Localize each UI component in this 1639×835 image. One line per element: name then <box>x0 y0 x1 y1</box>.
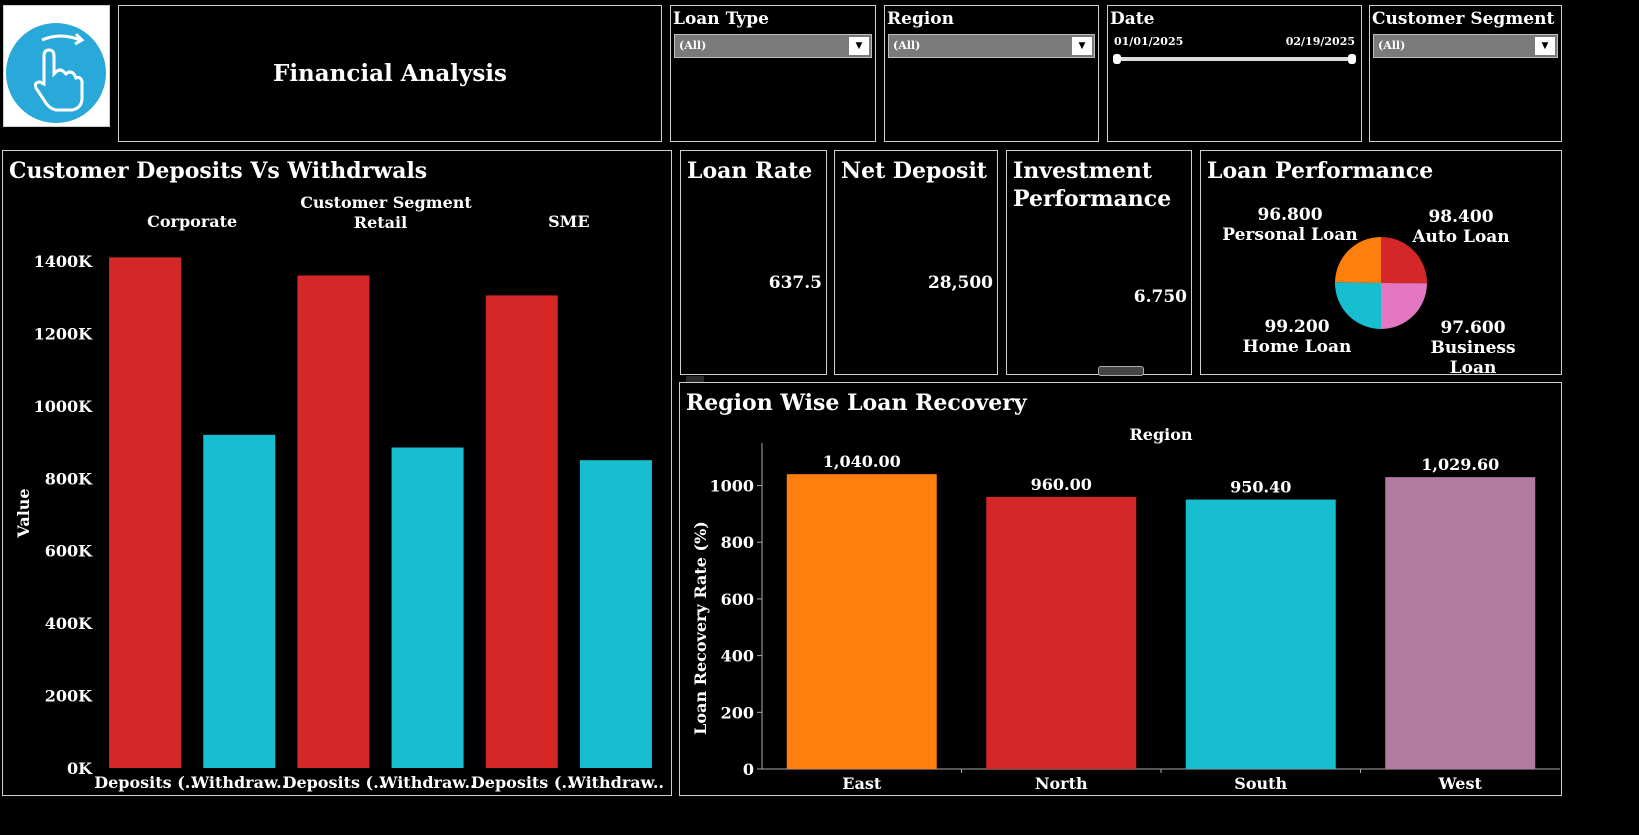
bar-5 <box>579 460 652 768</box>
y-tick-label: 0K <box>67 759 93 778</box>
filter-region: Region (All) ▼ <box>884 5 1099 142</box>
y-tick-label: 1400K <box>34 252 94 271</box>
filter-customer-segment: Customer Segment (All) ▼ <box>1369 5 1562 142</box>
filter-loan-type: Loan Type (All) ▼ <box>670 5 876 142</box>
deposits-withdrawals-panel: Customer Deposits Vs Withdrwals Customer… <box>2 150 672 796</box>
kpi-loan-rate: Loan Rate 637.5 <box>680 150 827 375</box>
loan-performance-panel: Loan Performance 96.800 Personal Loan 98.… <box>1200 150 1562 378</box>
page-title: Financial Analysis <box>272 60 507 87</box>
region-recovery-chart: Region Loan Recovery Rate (%) 0 200 400 600… <box>691 425 1560 793</box>
pie-label-auto-loan: 98.400 Auto Loan <box>1412 207 1510 247</box>
dropdown-value: (All) <box>679 39 707 52</box>
kpi-value: 637.5 <box>768 273 822 293</box>
x-tick-label: North <box>1035 774 1088 793</box>
region-header: Region <box>1129 425 1192 444</box>
touch-swipe-hand-icon <box>6 23 106 123</box>
chevron-down-icon[interactable]: ▼ <box>1535 37 1555 55</box>
deposits-chart: Customer Segment Value 0K 200K 400K 600K 800… <box>14 193 664 792</box>
title-panel: Financial Analysis <box>118 5 662 142</box>
date-end: 02/19/2025 <box>1285 35 1355 48</box>
filter-date: Date 01/01/2025 02/19/2025 <box>1107 5 1362 142</box>
logo-panel <box>3 5 110 127</box>
loan-type-dropdown[interactable]: (All) ▼ <box>674 34 872 58</box>
y-tick-label: 1000 <box>709 477 754 496</box>
customer-segment-dropdown[interactable]: (All) ▼ <box>1373 34 1558 58</box>
y-tick-label: 400K <box>45 614 93 633</box>
pie-label-home-loan: 99.200 Home Loan <box>1242 317 1352 357</box>
x-tick-label: East <box>842 774 882 793</box>
dropdown-value: (All) <box>893 39 921 52</box>
pie-slice-auto-loan <box>1381 237 1427 284</box>
date-start: 01/01/2025 <box>1114 35 1184 48</box>
segment-label: Retail <box>354 213 407 232</box>
dropdown-value: (All) <box>1378 39 1406 52</box>
kpi-value: 28,500 <box>927 273 993 293</box>
filter-label: Region <box>887 9 954 29</box>
date-slider-handle-end[interactable] <box>1348 54 1356 64</box>
filter-label: Loan Type <box>673 9 769 29</box>
y-tick-label: 600K <box>45 542 93 561</box>
date-slider-handle-start[interactable] <box>1113 54 1121 64</box>
y-tick-label: 600 <box>721 590 754 609</box>
y-tick-label: 200K <box>45 687 93 706</box>
pie-slice-home-loan <box>1335 282 1381 329</box>
x-tick-label: Withdraw.. <box>379 773 476 792</box>
data-label: 1,040.00 <box>823 452 901 471</box>
bar-3 <box>391 447 464 768</box>
panel-title: Customer Deposits Vs Withdrwals <box>9 158 428 184</box>
y-tick-label: 800K <box>45 469 93 488</box>
group-header: Customer Segment <box>300 193 472 212</box>
filter-label: Customer Segment <box>1372 9 1555 29</box>
x-tick-label: South <box>1234 774 1287 793</box>
x-tick-label: Withdraw.. <box>190 773 287 792</box>
chevron-down-icon[interactable]: ▼ <box>1072 37 1092 55</box>
data-label: 1,029.60 <box>1421 455 1499 474</box>
y-tick-label: 200 <box>721 703 754 722</box>
loan-performance-pie <box>1335 237 1427 329</box>
panel-title: Loan Performance <box>1207 158 1434 184</box>
filter-label: Date <box>1110 9 1155 29</box>
panel-title: Region Wise Loan Recovery <box>686 390 1027 416</box>
pie-slice-personal-loan <box>1335 237 1381 283</box>
bar-2 <box>297 275 370 768</box>
bar-0 <box>109 257 182 768</box>
segment-label: Corporate <box>147 212 237 231</box>
bar-north <box>986 496 1137 769</box>
x-tick-label: Deposits (.. <box>94 773 196 792</box>
y-axis-label: Value <box>14 488 33 538</box>
data-label: 960.00 <box>1031 475 1092 494</box>
y-tick-label: 0 <box>743 760 754 779</box>
pie-slice-business-loan <box>1381 283 1427 329</box>
pie-label-business-loan: 97.600 Business Loan <box>1430 318 1516 378</box>
date-range-slider[interactable] <box>1116 57 1353 61</box>
bar-west <box>1385 477 1536 769</box>
resize-handle[interactable] <box>1098 366 1144 376</box>
kpi-value: 6.750 <box>1133 287 1187 307</box>
x-tick-label: Deposits (.. <box>283 773 385 792</box>
y-axis-label: Loan Recovery Rate (%) <box>691 521 710 735</box>
kpi-title: Investment Performance <box>1013 158 1172 212</box>
bar-1 <box>203 434 276 768</box>
bar-south <box>1185 499 1336 769</box>
x-tick-label: Deposits (.. <box>471 773 573 792</box>
bar-4 <box>485 295 558 768</box>
bar-east <box>786 474 937 769</box>
region-loan-recovery-panel: Region Wise Loan Recovery Region Loan Re… <box>679 382 1562 796</box>
segment-label: SME <box>548 212 589 231</box>
data-label: 950.40 <box>1230 478 1291 497</box>
kpi-investment-performance: Investment Performance 6.750 <box>1006 150 1192 375</box>
kpi-title: Loan Rate <box>687 158 813 184</box>
y-tick-label: 400 <box>721 647 754 666</box>
x-tick-label: West <box>1438 774 1483 793</box>
pie-label-personal-loan: 96.800 Personal Loan <box>1222 205 1358 245</box>
region-dropdown[interactable]: (All) ▼ <box>888 34 1095 58</box>
y-tick-label: 1000K <box>34 397 94 416</box>
kpi-net-deposit: Net Deposit 28,500 <box>834 150 998 375</box>
y-tick-label: 1200K <box>34 324 94 343</box>
chevron-down-icon[interactable]: ▼ <box>849 37 869 55</box>
x-tick-label: Withdraw.. <box>567 773 664 792</box>
kpi-title: Net Deposit <box>841 158 987 184</box>
y-tick-label: 800 <box>721 533 754 552</box>
